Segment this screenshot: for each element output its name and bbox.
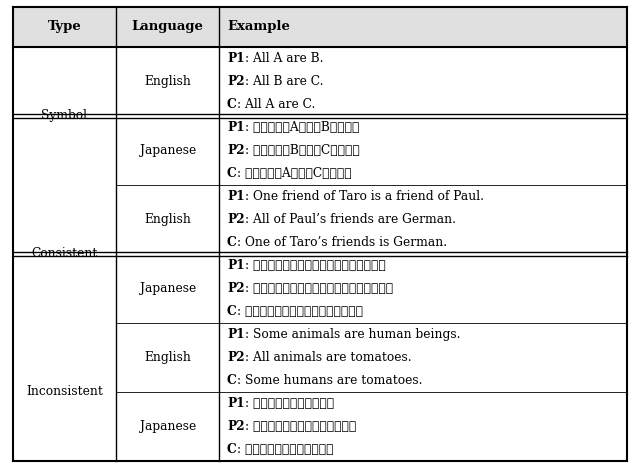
Text: Language: Language: [132, 21, 204, 34]
Text: : ポールのすべての友人はドイツ人である。: : ポールのすべての友人はドイツ人である。: [244, 282, 393, 295]
Text: : All A are C.: : All A are C.: [237, 98, 315, 111]
Text: C: C: [227, 443, 237, 456]
Text: C: C: [227, 236, 237, 249]
Text: : Some animals are human beings.: : Some animals are human beings.: [244, 328, 460, 341]
Text: Type: Type: [47, 21, 81, 34]
Text: C: C: [227, 98, 237, 111]
Text: : すべての　B　は　C　である: : すべての B は C である: [244, 144, 359, 157]
Text: C: C: [227, 374, 237, 387]
Text: : All A are B.: : All A are B.: [244, 52, 323, 65]
Text: P2: P2: [227, 420, 244, 433]
Text: Example: Example: [227, 21, 290, 34]
Text: P2: P2: [227, 144, 244, 157]
Text: : All animals are tomatoes.: : All animals are tomatoes.: [244, 351, 411, 364]
Text: : One of Taro’s friends is German.: : One of Taro’s friends is German.: [237, 236, 447, 249]
Text: English: English: [144, 213, 191, 226]
Text: P2: P2: [227, 75, 244, 88]
Text: P1: P1: [227, 397, 244, 410]
Text: P1: P1: [227, 190, 244, 203]
Text: Inconsistent: Inconsistent: [26, 386, 103, 398]
Text: Symbol: Symbol: [42, 110, 88, 123]
Text: P2: P2: [227, 282, 244, 295]
Text: : 太郎のある友人はドイツ人である。: : 太郎のある友人はドイツ人である。: [237, 305, 363, 318]
Text: Consistent: Consistent: [31, 248, 97, 261]
Text: : All B are C.: : All B are C.: [244, 75, 323, 88]
Text: : すべての　A　は　C　である: : すべての A は C である: [237, 167, 351, 180]
Text: P1: P1: [227, 259, 244, 272]
Text: Japanese: Japanese: [140, 282, 196, 295]
Text: P1: P1: [227, 52, 244, 65]
Text: : すべての動物はトマトである。: : すべての動物はトマトである。: [244, 420, 356, 433]
Text: : 太郎のある友人はポールの友人である。: : 太郎のある友人はポールの友人である。: [244, 259, 385, 272]
Text: English: English: [144, 75, 191, 88]
Text: English: English: [144, 351, 191, 364]
Text: : すべての　A　は　B　である: : すべての A は B である: [244, 121, 359, 134]
Text: : Some humans are tomatoes.: : Some humans are tomatoes.: [237, 374, 422, 387]
Text: P2: P2: [227, 351, 244, 364]
Text: : ある動物は人間である。: : ある動物は人間である。: [244, 397, 333, 410]
Text: : ある人間はトマトである。: : ある人間はトマトである。: [237, 443, 333, 456]
Text: : One friend of Taro is a friend of Paul.: : One friend of Taro is a friend of Paul…: [244, 190, 484, 203]
Text: Japanese: Japanese: [140, 144, 196, 157]
Text: P1: P1: [227, 328, 244, 341]
Text: Japanese: Japanese: [140, 420, 196, 433]
Text: P2: P2: [227, 213, 244, 226]
Text: P1: P1: [227, 121, 244, 134]
Bar: [13, 7, 627, 47]
Text: : All of Paul’s friends are German.: : All of Paul’s friends are German.: [244, 213, 456, 226]
Text: C: C: [227, 167, 237, 180]
Text: C: C: [227, 305, 237, 318]
